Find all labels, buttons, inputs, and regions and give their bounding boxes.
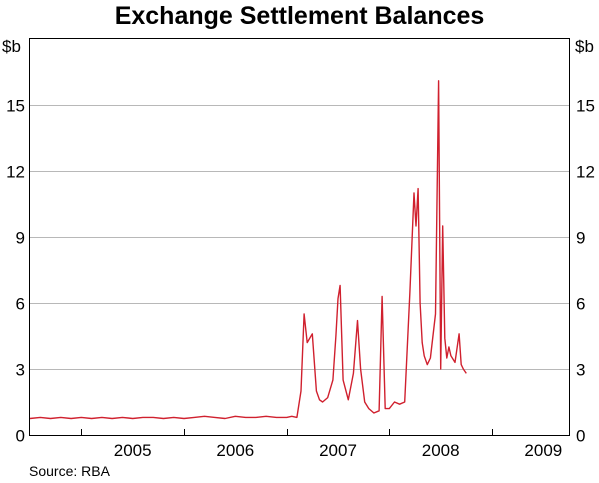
gridlines bbox=[30, 105, 569, 370]
series-line-exchange-settlement-balances bbox=[29, 80, 467, 420]
y-tick-label-left-9: 9 bbox=[16, 229, 25, 248]
y-tick-label-left-12: 12 bbox=[6, 163, 25, 182]
x-tick-label-2008: 2008 bbox=[422, 441, 460, 460]
y-tick-label-right-9: 9 bbox=[576, 229, 585, 248]
chart-title: Exchange Settlement Balances bbox=[114, 2, 485, 30]
y-unit-right: $b bbox=[575, 37, 594, 56]
y-tick-label-left-0: 0 bbox=[16, 427, 25, 446]
y-tick-label-right-12: 12 bbox=[576, 163, 595, 182]
x-tick-label-2009: 2009 bbox=[524, 441, 562, 460]
x-tick-label-2005: 2005 bbox=[114, 441, 152, 460]
y-tick-label-left-15: 15 bbox=[6, 97, 25, 116]
plot-frame bbox=[29, 38, 570, 436]
x-tick-label-2007: 2007 bbox=[319, 441, 357, 460]
y-tick-label-right-6: 6 bbox=[576, 295, 585, 314]
x-tick-label-2006: 2006 bbox=[216, 441, 254, 460]
y-tick-label-right-3: 3 bbox=[576, 361, 585, 380]
y-unit-left: $b bbox=[2, 37, 21, 56]
x-axis: 2005 2006 2007 2008 2009 bbox=[81, 429, 562, 460]
y-axis: 0 0 3 3 6 6 9 9 12 12 15 15 bbox=[6, 97, 595, 446]
y-tick-label-right-15: 15 bbox=[576, 97, 595, 116]
y-tick-label-left-6: 6 bbox=[16, 295, 25, 314]
source-note: Source: RBA bbox=[29, 463, 110, 479]
y-tick-label-right-0: 0 bbox=[576, 427, 585, 446]
y-tick-label-left-3: 3 bbox=[16, 361, 25, 380]
